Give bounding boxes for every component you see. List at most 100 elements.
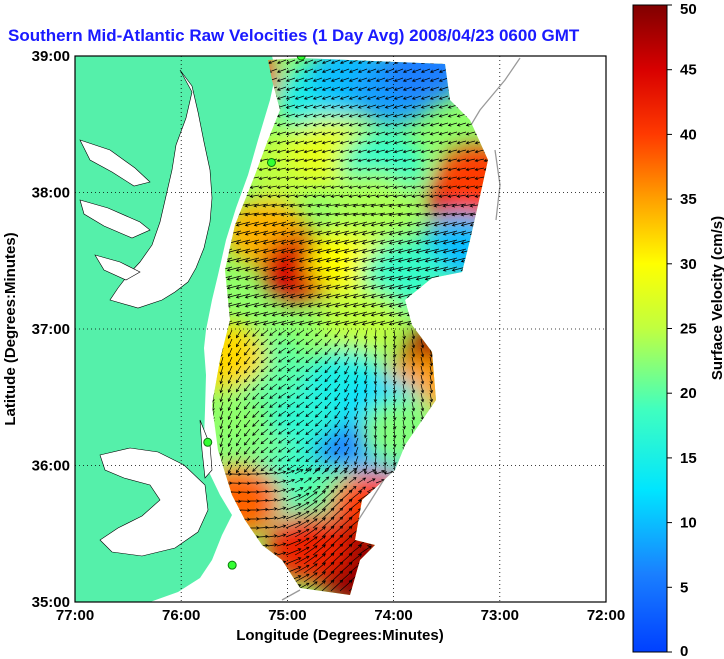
velocity-arrow: [361, 212, 377, 217]
velocity-arrow: [348, 86, 359, 91]
velocity-arrow: [415, 266, 431, 272]
velocity-arrow: [357, 468, 367, 475]
velocity-arrow: [312, 544, 326, 556]
velocity-arrow: [303, 68, 314, 73]
velocity-arrow: [244, 275, 260, 281]
velocity-arrow: [375, 122, 386, 127]
velocity-arrow: [429, 77, 440, 82]
velocity-arrow: [296, 419, 305, 426]
velocity-arrow: [296, 374, 305, 381]
velocity-arrow: [402, 329, 406, 340]
velocity-arrow: [388, 293, 404, 299]
velocity-arrow: [321, 467, 330, 475]
velocity-arrow: [379, 284, 395, 290]
y-tick-label: 37:00: [32, 321, 70, 338]
velocity-arrow: [324, 401, 332, 410]
velocity-arrow: [357, 140, 368, 145]
velocity-arrow: [447, 158, 458, 163]
velocity-arrow: [258, 498, 269, 503]
velocity-arrow: [334, 248, 350, 254]
velocity-arrow: [370, 275, 386, 281]
velocity-arrow: [420, 356, 425, 367]
velocity-arrow: [269, 428, 278, 435]
velocity-arrow: [267, 185, 278, 189]
velocity-arrow: [373, 347, 378, 358]
velocity-arrow: [240, 508, 251, 513]
velocity-arrow: [305, 410, 314, 418]
velocity-arrow: [278, 347, 287, 354]
velocity-arrow: [373, 338, 378, 349]
velocity-arrow: [339, 59, 350, 65]
velocity-arrow: [375, 158, 386, 163]
colorbar-tick-label: 25: [680, 321, 697, 338]
velocity-arrow: [348, 122, 359, 127]
velocity-arrow: [269, 347, 278, 354]
velocity-arrow: [456, 122, 467, 127]
velocity-arrow: [354, 401, 359, 412]
velocity-arrow: [393, 176, 404, 181]
velocity-arrow: [384, 140, 395, 145]
velocity-arrow: [278, 329, 287, 336]
velocity-arrow: [447, 167, 458, 172]
velocity-arrow: [253, 293, 269, 299]
velocity-arrow: [375, 167, 386, 172]
velocity-arrow: [298, 266, 314, 272]
velocity-arrow: [244, 203, 260, 208]
velocity-arrow: [420, 77, 431, 82]
velocity-arrow: [375, 149, 386, 154]
velocity-arrow: [344, 455, 350, 465]
velocity-arrow: [285, 176, 296, 181]
velocity-arrow: [271, 311, 287, 317]
velocity-arrow: [465, 176, 476, 181]
velocity-arrow: [339, 122, 350, 127]
velocity-arrow: [373, 374, 378, 385]
velocity-arrow: [451, 221, 467, 227]
velocity-arrow: [278, 392, 287, 399]
velocity-arrow: [325, 266, 341, 272]
velocity-arrow: [339, 176, 350, 181]
velocity-arrow: [252, 392, 260, 400]
velocity-arrow: [343, 284, 359, 290]
velocity-arrow: [325, 293, 341, 299]
velocity-arrow: [321, 140, 332, 145]
velocity-arrow: [424, 221, 440, 227]
velocity-arrow: [373, 410, 378, 421]
velocity-arrow: [262, 248, 278, 254]
velocity-arrow: [278, 428, 287, 435]
velocity-arrow: [344, 419, 350, 429]
velocity-arrow: [411, 356, 416, 367]
velocity-arrow: [312, 571, 326, 583]
velocity-arrow: [402, 104, 413, 109]
velocity-arrow: [236, 374, 242, 384]
velocity-arrow: [402, 113, 413, 118]
velocity-arrow: [289, 266, 305, 272]
velocity-arrow: [312, 122, 323, 127]
velocity-arrow: [373, 428, 378, 439]
velocity-arrow: [366, 158, 377, 163]
velocity-arrow: [402, 131, 413, 136]
velocity-arrow: [321, 95, 332, 100]
velocity-arrow: [231, 481, 242, 486]
velocity-arrow: [296, 329, 305, 336]
velocity-arrow: [324, 446, 332, 455]
velocity-arrow: [276, 542, 287, 547]
velocity-arrow: [305, 356, 314, 364]
velocity-arrow: [352, 203, 368, 208]
velocity-arrow: [393, 68, 404, 73]
velocity-arrow: [348, 131, 359, 136]
velocity-arrow: [260, 410, 269, 418]
velocity-arrow: [330, 467, 339, 475]
velocity-arrow: [252, 365, 260, 373]
velocity-arrow: [451, 239, 467, 245]
velocity-arrow: [243, 374, 251, 383]
velocity-arrow: [411, 140, 422, 145]
velocity-arrow: [285, 77, 296, 82]
velocity-arrow: [285, 68, 296, 73]
velocity-arrow: [271, 257, 287, 263]
velocity-arrow: [330, 77, 341, 82]
velocity-arrow: [354, 410, 359, 421]
colorbar-tick-label: 50: [680, 1, 697, 18]
velocity-arrow: [438, 86, 449, 91]
velocity-arrow: [227, 374, 233, 384]
velocity-arrow: [330, 579, 344, 592]
